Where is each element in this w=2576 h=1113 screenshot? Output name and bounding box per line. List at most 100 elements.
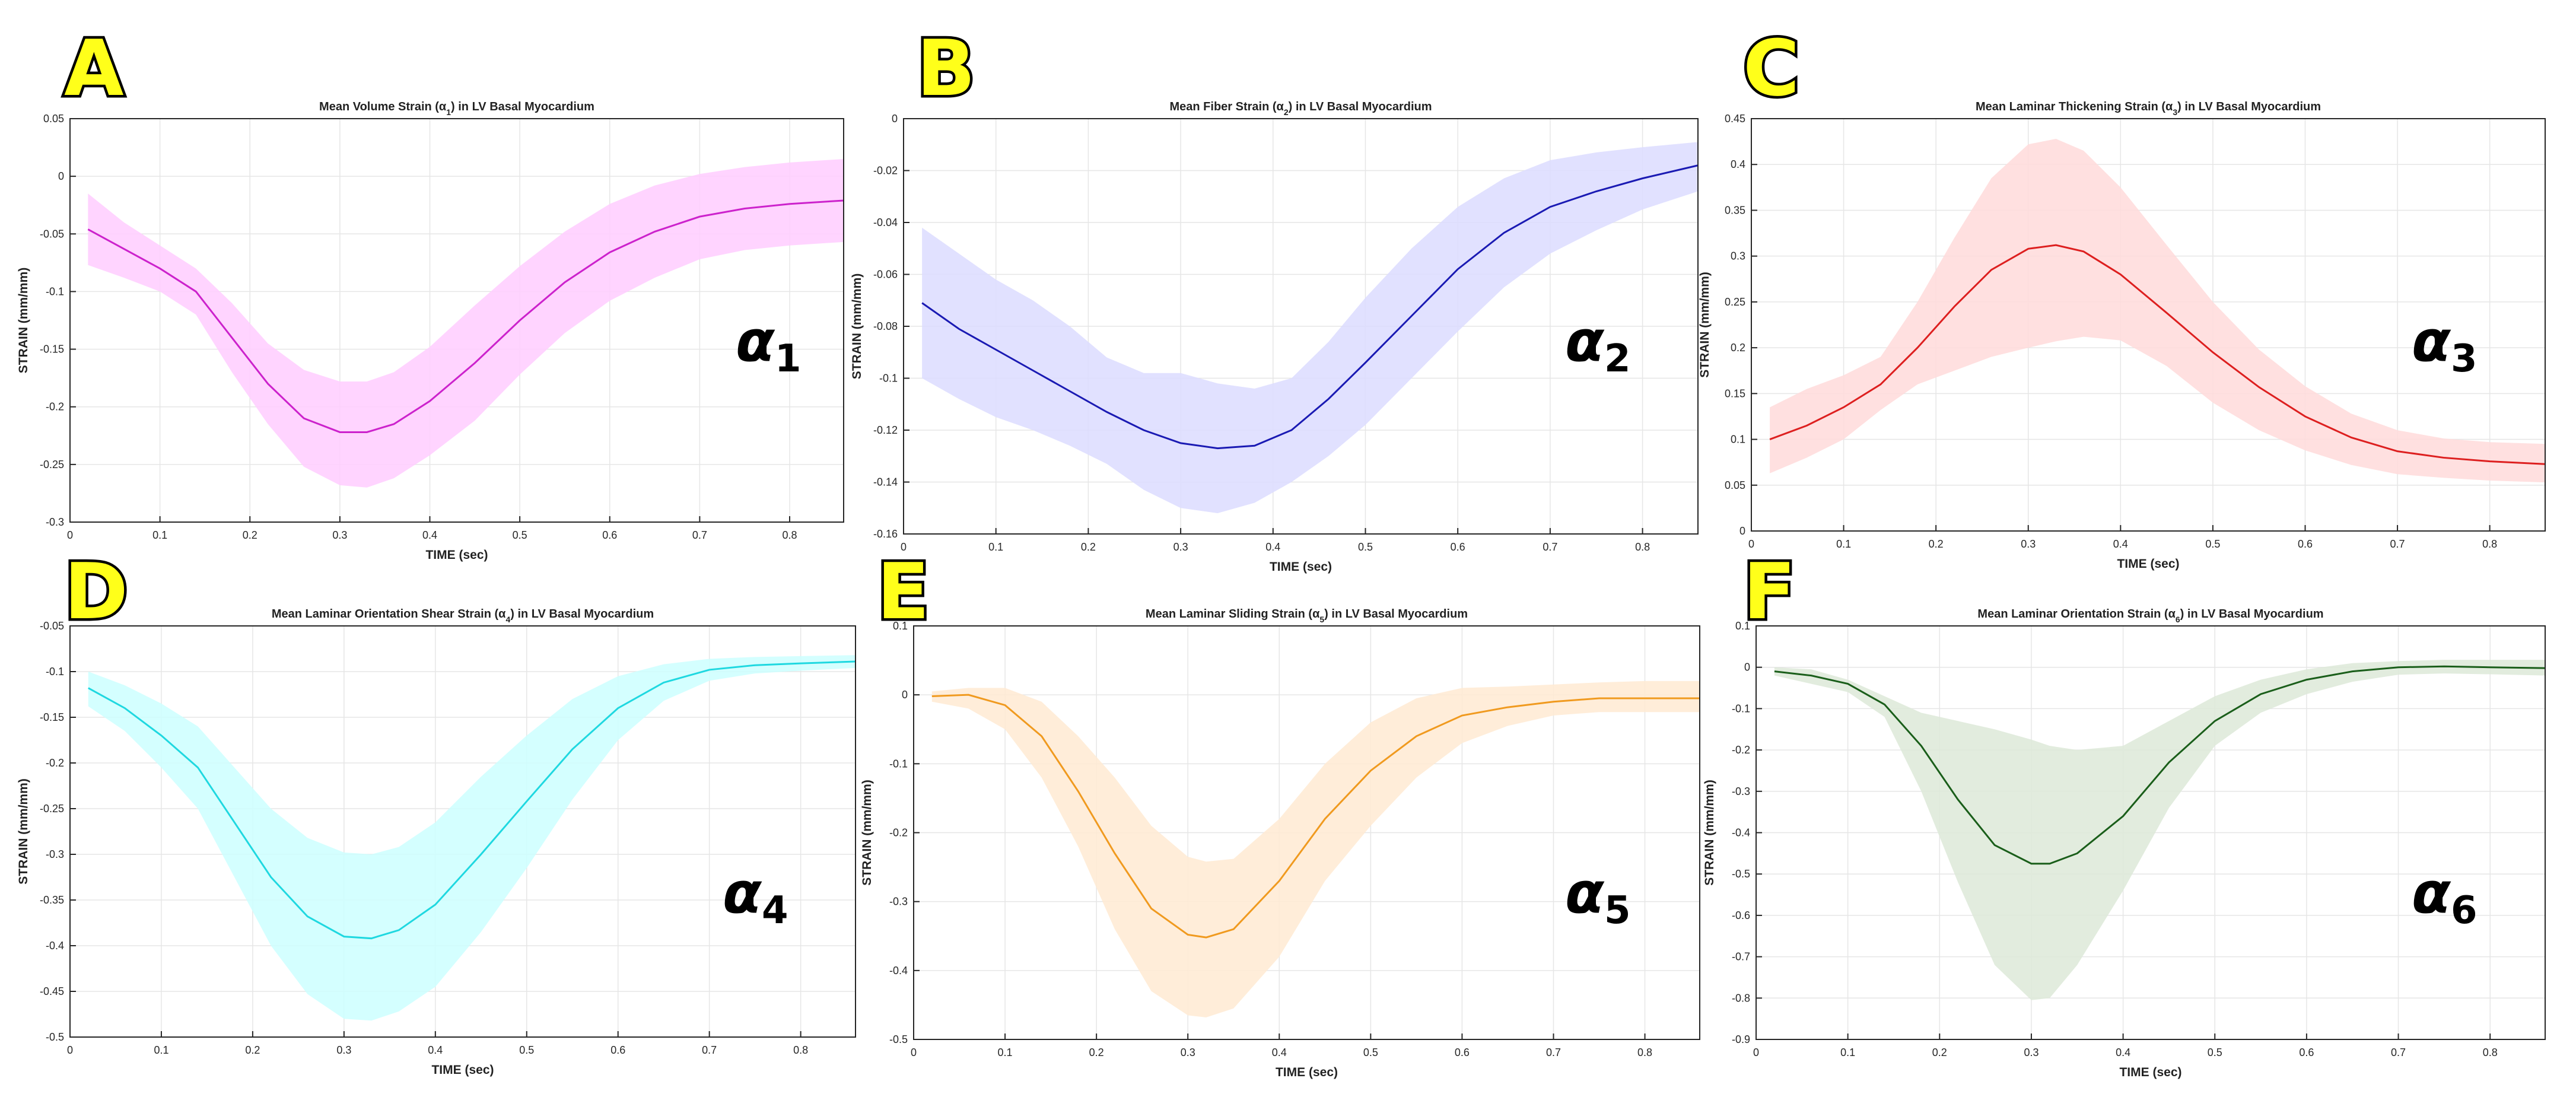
y-tick-label: -0.1 [46, 285, 64, 297]
y-tick-label: -0.04 [873, 217, 898, 228]
y-tick-label: -0.15 [40, 711, 64, 723]
y-tick-label: -0.1 [46, 666, 64, 678]
y-tick-label: -0.5 [889, 1034, 908, 1045]
y-tick-label: -0.12 [873, 424, 898, 436]
y-tick-label: 0.25 [1725, 296, 1745, 308]
x-tick-label: 0.6 [602, 529, 617, 541]
x-tick-label: 0.7 [2391, 1047, 2406, 1058]
x-tick-label: 0.1 [1840, 1047, 1855, 1058]
y-tick-label: -0.25 [40, 803, 64, 815]
x-tick-label: 0.2 [1932, 1047, 1947, 1058]
y-tick-label: -0.2 [46, 757, 64, 769]
x-tick-label: 0.6 [2298, 538, 2313, 550]
x-tick-label: 0.2 [1089, 1047, 1104, 1058]
y-tick-label: -0.05 [40, 620, 64, 632]
y-tick-label: -0.1 [879, 373, 898, 384]
x-tick-label: 0.4 [2113, 538, 2128, 550]
x-tick-label: 0.5 [1363, 1047, 1378, 1058]
x-tick-label: 0.4 [2116, 1047, 2130, 1058]
x-tick-label: 0.7 [692, 529, 707, 541]
confidence-band [931, 680, 1700, 1017]
alpha-annotation: α2 [1565, 308, 1630, 381]
y-tick-label: 0.45 [1725, 113, 1745, 125]
x-tick-label: 0.7 [702, 1044, 717, 1056]
alpha-annotation: α6 [2412, 860, 2477, 933]
y-tick-label: 0 [1739, 525, 1745, 537]
y-axis-label: STRAIN (mm/mm) [850, 274, 864, 380]
y-tick-label: -0.8 [1732, 992, 1750, 1004]
y-axis-label: STRAIN (mm/mm) [17, 268, 30, 374]
x-tick-label: 0.1 [152, 529, 167, 541]
y-tick-label: 0.4 [1731, 158, 1745, 170]
y-tick-label: -0.4 [889, 965, 908, 977]
panel-letter: B [917, 23, 975, 113]
y-tick-label: 0.1 [893, 620, 908, 632]
x-tick-label: 0 [1748, 538, 1754, 550]
x-tick-label: 0.3 [1181, 1047, 1195, 1058]
y-tick-label: 0.35 [1725, 204, 1745, 216]
y-tick-label: -0.25 [40, 459, 64, 470]
x-tick-label: 0.1 [998, 1047, 1013, 1058]
chart-title: Mean Laminar Orientation Strain (α6) in … [1977, 608, 2323, 624]
y-tick-label: -0.3 [1732, 786, 1750, 797]
x-tick-label: 0.7 [1543, 541, 1557, 553]
y-tick-label: -0.15 [40, 344, 64, 355]
x-tick-label: 0.8 [793, 1044, 808, 1056]
chart-title: Mean Laminar Thickening Strain (α3) in L… [1976, 100, 2321, 117]
title-subscript: 2 [1284, 107, 1289, 117]
mean-strain-line [931, 694, 1700, 939]
x-tick-label: 0.5 [513, 529, 527, 541]
y-tick-label: -0.35 [40, 894, 64, 906]
x-tick-label: 0.8 [783, 529, 797, 541]
y-axis-label: STRAIN (mm/mm) [1703, 780, 1716, 886]
y-tick-label: -0.5 [46, 1031, 64, 1043]
x-tick-label: 0.3 [332, 529, 347, 541]
x-tick-label: 0.3 [1173, 541, 1188, 553]
x-tick-label: 0.8 [2482, 538, 2497, 550]
panel-letter: A [64, 23, 124, 113]
x-tick-label: 0.3 [2021, 538, 2036, 550]
y-tick-label: 0 [892, 113, 898, 125]
x-tick-label: 0 [901, 541, 907, 553]
x-axis-label: TIME (sec) [425, 548, 488, 562]
x-tick-label: 0.2 [1929, 538, 1944, 550]
y-tick-label: -0.2 [889, 827, 908, 839]
chart-title: Mean Laminar Sliding Strain (α5) in LV B… [1146, 608, 1468, 624]
chart-panel-b: 0 0.1 0.2 0.3 0.4 0.5 0.6 0.7 0.8-0.16-0.14-0.12… [850, 21, 1699, 574]
x-axis-label: TIME (sec) [1270, 560, 1332, 574]
title-subscript: 6 [2176, 615, 2180, 624]
y-tick-label: 0 [1744, 662, 1750, 673]
x-tick-label: 0.7 [1546, 1047, 1561, 1058]
panel-letter: E [877, 546, 930, 637]
alpha-subscript: 6 [2451, 889, 2478, 933]
x-axis-label: TIME (sec) [1276, 1066, 1338, 1079]
panel-letter: C [1743, 23, 1799, 113]
confidence-band [88, 159, 844, 488]
y-tick-label: -0.3 [889, 896, 908, 908]
axes-box [69, 625, 856, 1038]
x-tick-label: 0.2 [1081, 541, 1096, 553]
y-tick-label: -0.45 [40, 985, 64, 997]
y-tick-label: 0.3 [1731, 250, 1745, 262]
title-subscript: 4 [505, 615, 510, 624]
x-tick-label: 0.5 [2208, 1047, 2222, 1058]
y-tick-label: -0.5 [1732, 868, 1750, 880]
confidence-band [922, 142, 1698, 513]
y-tick-label: -0.2 [1732, 744, 1750, 756]
mean-strain-line [88, 660, 856, 940]
x-tick-label: 0.3 [336, 1044, 351, 1056]
panel-letter: D [64, 546, 128, 637]
x-tick-label: 0.4 [1272, 1047, 1287, 1058]
alpha-subscript: 3 [2451, 337, 2478, 381]
x-tick-label: 0.1 [988, 541, 1003, 553]
x-tick-label: 0 [67, 1044, 73, 1056]
mean-strain-line [1769, 244, 2546, 465]
chart-panel-f: 0 0.1 0.2 0.3 0.4 0.5 0.6 0.7 0.8 -0.9 -0.8 -0.7 -0.… [1703, 544, 2546, 1079]
x-tick-label: 0.1 [1836, 538, 1851, 550]
x-tick-label: 0.4 [428, 1044, 443, 1056]
axes-box [69, 118, 844, 523]
y-axis-label: STRAIN (mm/mm) [17, 778, 30, 885]
x-tick-label: 0.8 [1635, 541, 1650, 553]
mean-strain-line [87, 199, 844, 433]
